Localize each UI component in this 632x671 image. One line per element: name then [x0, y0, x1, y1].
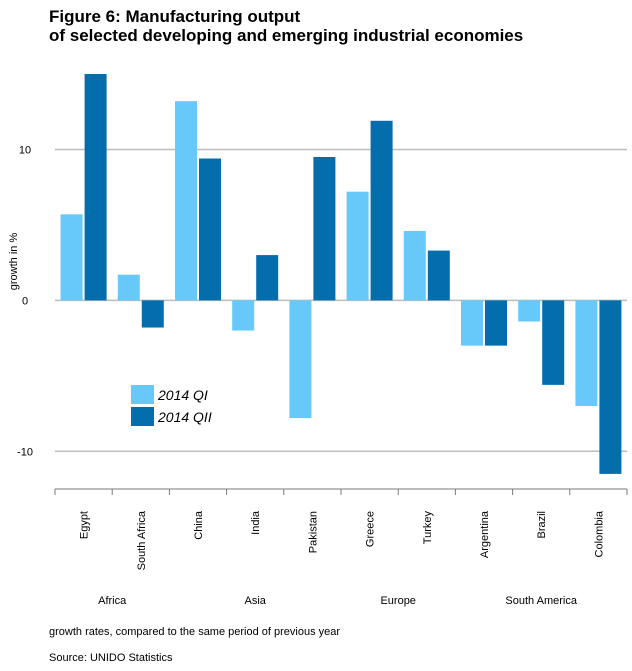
bar-pakistan-q2	[313, 157, 336, 301]
labels: -10 0 10 growth in % Egypt South Africa China I…	[8, 144, 605, 607]
x-tick-label: Pakistan	[307, 511, 319, 553]
legend-label: 2014 QI	[157, 387, 208, 403]
bar-colombia-q1	[575, 300, 598, 406]
y-tick-label: 10	[19, 144, 31, 156]
bar-egypt-q1	[60, 214, 83, 301]
x-tick-label: India	[250, 510, 262, 535]
x-tick-label: Greece	[365, 511, 377, 547]
legend-label: 2014 QII	[157, 409, 212, 425]
bar-china-q1	[175, 101, 197, 301]
bar-brazil-q1	[518, 300, 541, 322]
x-tick-label: Egypt	[79, 511, 91, 539]
bar-brazil-q2	[542, 300, 565, 385]
bar-argentina-q1	[461, 300, 483, 346]
chart-title: Figure 6: Manufacturing output of select…	[49, 7, 523, 45]
bar-colombia-q2	[599, 300, 622, 474]
bar-turkey-q1	[403, 230, 426, 301]
group-label: South America	[505, 595, 577, 607]
bar-india-q2	[256, 255, 279, 301]
y-axis-label: growth in %	[8, 233, 20, 291]
bar-greece-q1	[346, 191, 369, 301]
legend-swatch	[131, 407, 154, 426]
chart-source: Source: UNIDO Statistics	[49, 652, 173, 664]
y-tick-label: 0	[22, 295, 28, 307]
bar-greece-q2	[370, 120, 393, 301]
x-tick-label: Turkey	[422, 511, 434, 545]
x-tick-label: Colombia	[593, 510, 605, 557]
bar-south-africa-q1	[117, 274, 140, 301]
x-tick-label: Argentina	[479, 510, 491, 558]
group-label: Asia	[244, 595, 266, 607]
bar-turkey-q2	[427, 250, 450, 301]
legend-swatch	[131, 385, 154, 404]
x-tick-label: Brazil	[536, 511, 548, 539]
bar-china-q2	[199, 158, 221, 301]
title-line-1: Figure 6: Manufacturing output	[49, 7, 301, 26]
group-label: Europe	[380, 595, 415, 607]
x-tick-label: China	[193, 510, 205, 540]
legend: 2014 QI 2014 QII	[131, 385, 212, 426]
bar-egypt-q2	[84, 74, 107, 301]
title-line-2: of selected developing and emerging indu…	[49, 26, 524, 45]
bar-india-q1	[232, 300, 255, 331]
chart-note: growth rates, compared to the same perio…	[49, 626, 341, 638]
bar-argentina-q2	[485, 300, 507, 346]
gridlines	[55, 148, 627, 453]
group-label: Africa	[98, 595, 127, 607]
y-tick-label: -10	[17, 446, 33, 458]
axes	[54, 488, 628, 495]
bar-south-africa-q2	[141, 300, 164, 328]
bar-pakistan-q1	[289, 300, 312, 419]
bars	[60, 74, 622, 474]
x-tick-label: South Africa	[136, 510, 148, 570]
